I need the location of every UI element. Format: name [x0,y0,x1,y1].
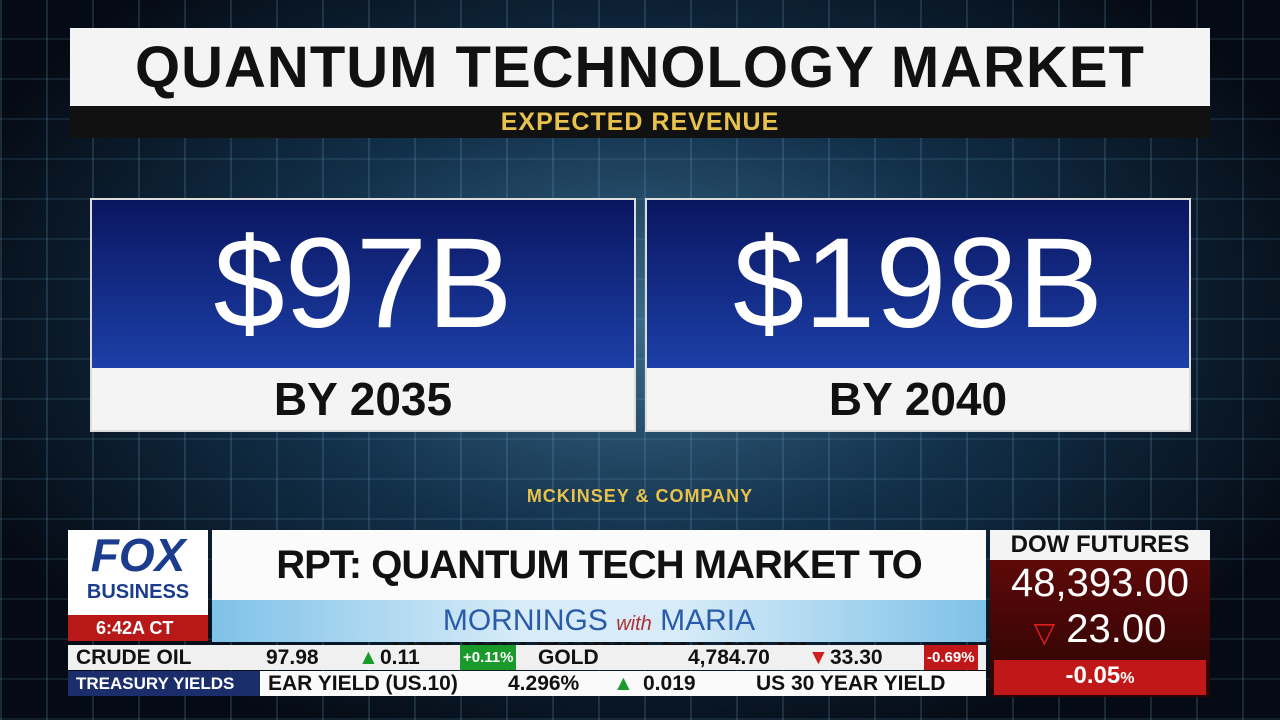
show-with: with [616,613,652,635]
ticker-change: 0.11 [380,646,420,669]
dow-percent-unit: % [1120,670,1135,687]
ticker-price: 97.98 [266,646,319,669]
treasury-label: TREASURY YIELDS [68,671,260,696]
headline: RPT: QUANTUM TECH MARKET TO REACH $168B … [212,530,986,657]
card: $97B BY 2035 [90,198,636,432]
source: MCKINSEY & COMPANY [526,486,754,506]
ticker-percent: +0.11% [460,645,517,670]
logo-business: BUSINESS [86,581,190,603]
ticker-item: 4.296% [508,672,580,695]
card-value: $198B [647,200,1189,368]
dow-change-value: 23.00 [1066,607,1167,651]
card-label: BY 2040 [828,373,1008,425]
ticker-name: GOLD [538,646,599,669]
ticker-price: 4,784.70 [688,646,770,669]
show-name: MORNINGS [442,604,608,637]
logo-fox: FOX [90,529,186,581]
logo: FOX BUSINESS [68,530,208,615]
card-label: BY 2035 [273,373,453,425]
ticker-item: 0.019 [643,672,696,695]
ticker-change: 33.30 [830,646,883,669]
dow-percent-value: -0.05 [1065,662,1121,689]
subtitle: EXPECTED REVENUE [70,106,1210,138]
show-host: MARIA [660,604,756,637]
ticker-percent: -0.69% [924,645,978,670]
show-banner: MORNINGS with MARIA [212,600,986,642]
title: QUANTUM TECHNOLOGY MARKET [70,28,1210,108]
ticker-row: CRUDE OIL 97.98 ▲ 0.11 +0.11% GOLD 4,784… [68,645,986,670]
dow-percent: -0.05% [994,660,1206,695]
ticker-row: TREASURY YIELDS EAR YIELD (US.10) 4.296%… [68,671,986,696]
clock: 6:42A CT [68,615,208,641]
card: $198B BY 2040 [645,198,1191,432]
card-value: $97B [92,200,634,368]
ticker-name: CRUDE OIL [76,646,192,669]
dow-change: ▽ 23.00 [1033,607,1167,651]
ticker-item: US 30 YEAR YIELD [756,672,946,695]
ticker-item: EAR YIELD (US.10) [268,672,458,695]
dow-label: DOW FUTURES [990,530,1210,560]
dow-panel: DOW FUTURES 48,393.00 ▽ 23.00 -0.05% [990,530,1210,697]
dow-value: 48,393.00 [1011,561,1189,605]
